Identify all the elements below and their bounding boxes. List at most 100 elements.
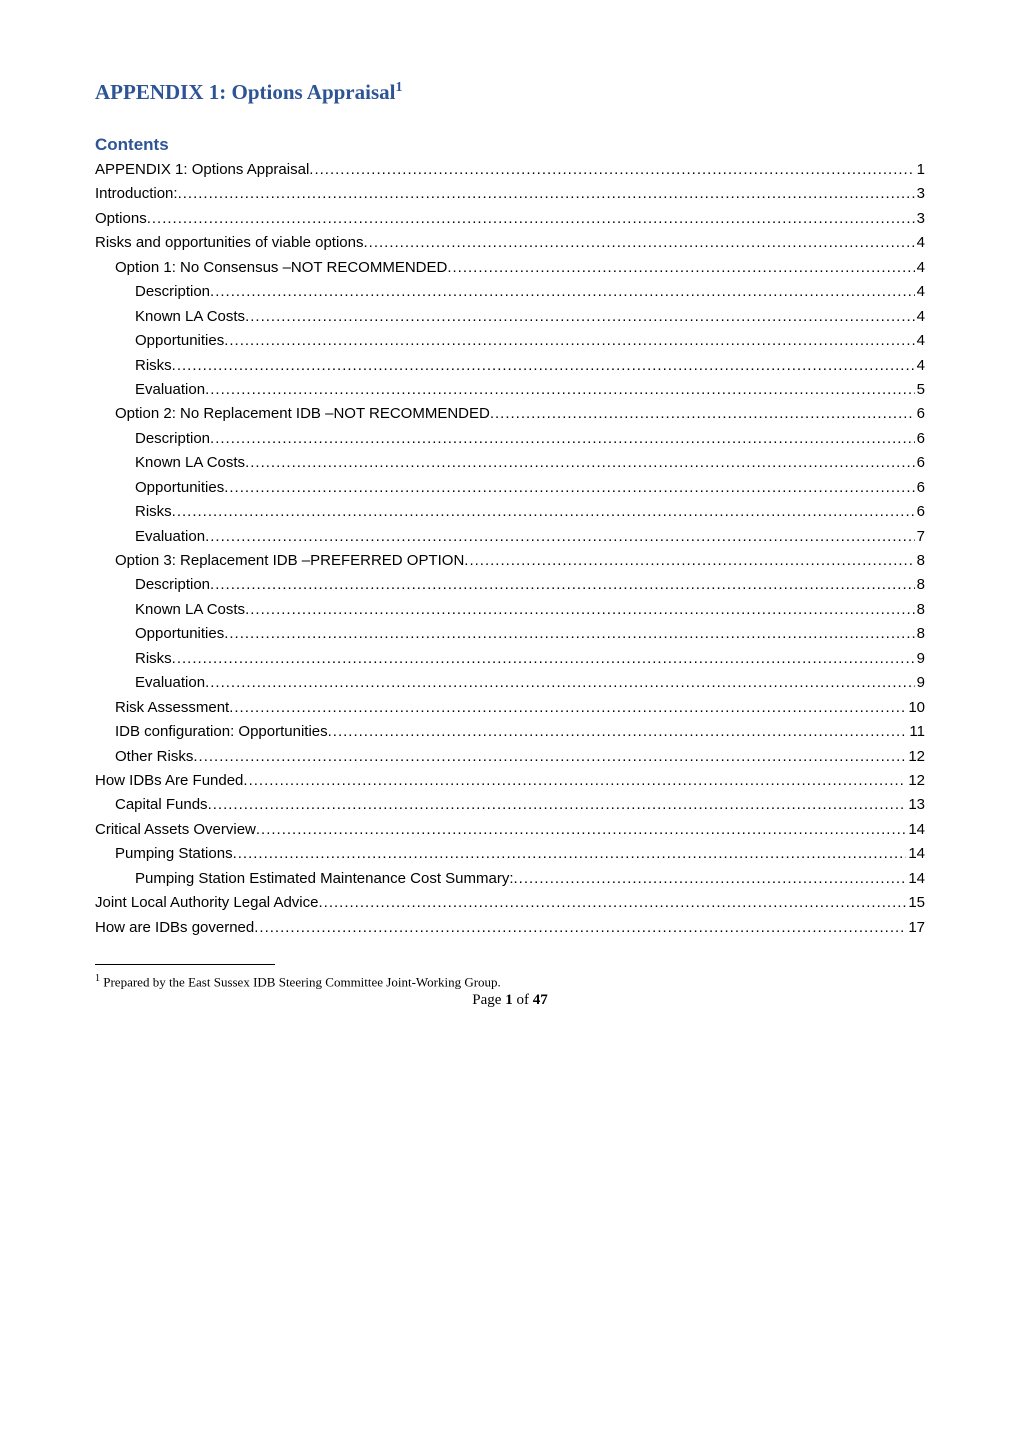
toc-leader-dots: [245, 598, 915, 622]
toc-page-number: 9: [915, 671, 925, 695]
toc-page-number: 10: [906, 696, 925, 720]
toc-label: How IDBs Are Funded: [95, 769, 243, 793]
toc-label: Evaluation: [135, 671, 205, 695]
toc-row[interactable]: Pumping Station Estimated Maintenance Co…: [95, 867, 925, 891]
toc-page-number: 4: [915, 231, 925, 255]
toc-page-number: 4: [915, 305, 925, 329]
toc-leader-dots: [309, 158, 914, 182]
footnote: 1 Prepared by the East Sussex IDB Steeri…: [95, 973, 925, 990]
toc-page-number: 5: [915, 378, 925, 402]
toc-row[interactable]: Description 4: [95, 280, 925, 304]
toc-page-number: 7: [915, 525, 925, 549]
toc-row[interactable]: Option 3: Replacement IDB –PREFERRED OPT…: [95, 549, 925, 573]
toc-row[interactable]: Opportunities 6: [95, 476, 925, 500]
toc-leader-dots: [243, 769, 906, 793]
toc-label: Pumping Station Estimated Maintenance Co…: [135, 867, 514, 891]
toc-leader-dots: [364, 231, 915, 255]
toc-row[interactable]: Evaluation 5: [95, 378, 925, 402]
toc-leader-dots: [233, 842, 907, 866]
toc-label: IDB configuration: Opportunities: [115, 720, 328, 744]
toc-page-number: 4: [915, 329, 925, 353]
toc-row[interactable]: IDB configuration: Opportunities 11: [95, 720, 925, 744]
toc-page-number: 14: [906, 867, 925, 891]
toc-label: Description: [135, 573, 210, 597]
toc-leader-dots: [328, 720, 908, 744]
toc-row[interactable]: Other Risks 12: [95, 745, 925, 769]
toc-leader-dots: [229, 696, 906, 720]
toc-page-number: 8: [915, 573, 925, 597]
toc-row[interactable]: Opportunities 8: [95, 622, 925, 646]
toc-page-number: 4: [915, 280, 925, 304]
page-current: 1: [505, 992, 513, 1008]
toc-leader-dots: [193, 745, 906, 769]
toc-leader-dots: [147, 207, 915, 231]
toc-row[interactable]: How are IDBs governed 17: [95, 916, 925, 940]
toc-row[interactable]: Risks 9: [95, 647, 925, 671]
toc-label: Evaluation: [135, 525, 205, 549]
toc-page-number: 3: [915, 182, 925, 206]
toc-row[interactable]: Capital Funds 13: [95, 793, 925, 817]
toc-label: Risk Assessment: [115, 696, 229, 720]
toc-label: Risks: [135, 647, 172, 671]
toc-leader-dots: [210, 427, 915, 451]
toc-leader-dots: [224, 329, 914, 353]
contents-heading: Contents: [95, 135, 925, 155]
toc-page-number: 6: [915, 402, 925, 426]
toc-label: Joint Local Authority Legal Advice: [95, 891, 318, 915]
toc-row[interactable]: Options 3: [95, 207, 925, 231]
toc-leader-dots: [245, 451, 915, 475]
toc-row[interactable]: Description 6: [95, 427, 925, 451]
toc-page-number: 17: [906, 916, 925, 940]
page-number: Page 1 of 47: [95, 992, 925, 1009]
toc-row[interactable]: Opportunities 4: [95, 329, 925, 353]
toc-row[interactable]: Option 2: No Replacement IDB –NOT RECOMM…: [95, 402, 925, 426]
toc-row[interactable]: Evaluation 9: [95, 671, 925, 695]
toc-row[interactable]: Known LA Costs 6: [95, 451, 925, 475]
toc-leader-dots: [172, 354, 915, 378]
toc-label: How are IDBs governed: [95, 916, 254, 940]
toc-label: Opportunities: [135, 622, 224, 646]
toc-row[interactable]: Pumping Stations 14: [95, 842, 925, 866]
toc-leader-dots: [224, 476, 914, 500]
document-title: APPENDIX 1: Options Appraisal1: [95, 80, 925, 105]
toc-row[interactable]: Risk Assessment 10: [95, 696, 925, 720]
toc-label: Pumping Stations: [115, 842, 233, 866]
toc-row[interactable]: Evaluation 7: [95, 525, 925, 549]
toc-row[interactable]: Known LA Costs 4: [95, 305, 925, 329]
toc-row[interactable]: Description 8: [95, 573, 925, 597]
toc-page-number: 14: [906, 818, 925, 842]
toc-row[interactable]: Critical Assets Overview 14: [95, 818, 925, 842]
toc-label: Option 3: Replacement IDB –PREFERRED OPT…: [115, 549, 464, 573]
toc-page-number: 6: [915, 476, 925, 500]
toc-leader-dots: [256, 818, 906, 842]
toc-row[interactable]: Option 1: No Consensus –NOT RECOMMENDED …: [95, 256, 925, 280]
toc-label: Description: [135, 280, 210, 304]
toc-page-number: 9: [915, 647, 925, 671]
footnote-text: Prepared by the East Sussex IDB Steering…: [100, 974, 501, 989]
toc-page-number: 6: [915, 427, 925, 451]
toc-page-number: 8: [915, 622, 925, 646]
toc-page-number: 1: [915, 158, 925, 182]
toc-row[interactable]: Risks 6: [95, 500, 925, 524]
toc-leader-dots: [224, 622, 914, 646]
toc-label: Options: [95, 207, 147, 231]
toc-row[interactable]: Risks and opportunities of viable option…: [95, 231, 925, 255]
toc-page-number: 6: [915, 451, 925, 475]
toc-row[interactable]: How IDBs Are Funded 12: [95, 769, 925, 793]
page-container: APPENDIX 1: Options Appraisal1 Contents …: [0, 0, 1020, 1049]
toc-leader-dots: [205, 378, 915, 402]
toc-label: Risks and opportunities of viable option…: [95, 231, 364, 255]
toc-row[interactable]: Introduction: 3: [95, 182, 925, 206]
toc-page-number: 6: [915, 500, 925, 524]
toc-row[interactable]: Known LA Costs 8: [95, 598, 925, 622]
toc-leader-dots: [205, 671, 915, 695]
toc-label: Option 2: No Replacement IDB –NOT RECOMM…: [115, 402, 490, 426]
toc-page-number: 12: [906, 769, 925, 793]
toc-leader-dots: [210, 280, 915, 304]
toc-leader-dots: [254, 916, 906, 940]
toc-row[interactable]: Joint Local Authority Legal Advice 15: [95, 891, 925, 915]
toc-row[interactable]: Risks 4: [95, 354, 925, 378]
toc-leader-dots: [178, 182, 915, 206]
toc-row[interactable]: APPENDIX 1: Options Appraisal 1: [95, 158, 925, 182]
toc-label: Known LA Costs: [135, 598, 245, 622]
